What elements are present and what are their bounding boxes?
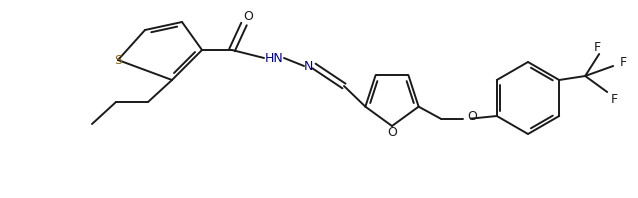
Text: F: F (620, 55, 627, 69)
Text: N: N (303, 60, 313, 72)
Text: O: O (243, 10, 253, 23)
Text: S: S (114, 53, 122, 67)
Text: O: O (468, 110, 477, 123)
Text: HN: HN (265, 51, 283, 65)
Text: F: F (593, 41, 601, 53)
Text: O: O (387, 127, 397, 140)
Text: F: F (611, 92, 618, 106)
